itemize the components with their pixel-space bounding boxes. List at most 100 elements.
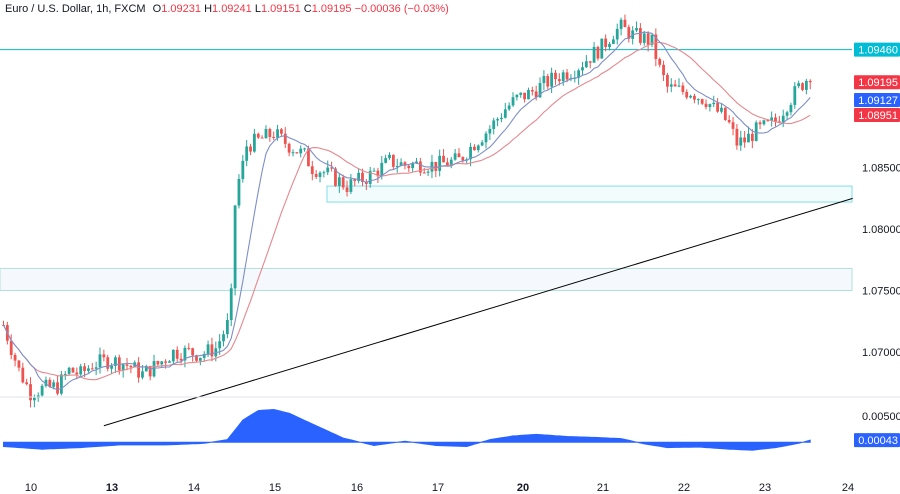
candle-body[interactable]: [361, 172, 364, 182]
price-axis-tick-label[interactable]: 1.08000: [862, 224, 900, 236]
candle-body[interactable]: [557, 79, 561, 82]
candle-body[interactable]: [708, 104, 712, 108]
candle-body[interactable]: [561, 72, 565, 82]
candle-body[interactable]: [801, 83, 804, 90]
candle-body[interactable]: [530, 90, 534, 92]
candle-body[interactable]: [619, 19, 623, 29]
candle-body[interactable]: [241, 160, 245, 179]
candle-body[interactable]: [148, 365, 152, 377]
candle-body[interactable]: [426, 171, 430, 173]
candle-body[interactable]: [604, 38, 608, 47]
candle-body[interactable]: [98, 354, 102, 368]
candle-body[interactable]: [712, 102, 716, 105]
candle-body[interactable]: [546, 76, 550, 87]
candle-body[interactable]: [326, 167, 330, 173]
candle-body[interactable]: [210, 344, 214, 357]
candle-body[interactable]: [52, 382, 56, 387]
candle-body[interactable]: [449, 159, 453, 166]
candle-body[interactable]: [79, 366, 83, 375]
axes-layer[interactable]: 1.08500 1.08000 1.07500 1.07000 0.00500 10 13 1…: [25, 163, 900, 494]
candle-body[interactable]: [388, 154, 391, 159]
candle-body[interactable]: [666, 75, 669, 87]
candle-body[interactable]: [191, 348, 195, 356]
candle-body[interactable]: [646, 33, 650, 45]
candle-body[interactable]: [496, 119, 499, 121]
time-axis-label[interactable]: 13: [106, 482, 118, 494]
candle-body[interactable]: [171, 349, 175, 362]
candle-body[interactable]: [60, 374, 63, 394]
candle-body[interactable]: [40, 385, 44, 396]
candle-body[interactable]: [422, 172, 426, 174]
candle-body[interactable]: [743, 137, 747, 143]
candle-body[interactable]: [592, 46, 596, 63]
candle-body[interactable]: [774, 117, 777, 122]
candle-body[interactable]: [32, 397, 36, 401]
candle-body[interactable]: [484, 133, 488, 143]
candle-body[interactable]: [534, 91, 538, 98]
candle-body[interactable]: [673, 84, 677, 87]
candle-body[interactable]: [307, 148, 310, 167]
candle-body[interactable]: [681, 85, 685, 92]
candle-body[interactable]: [334, 168, 337, 186]
candle-body[interactable]: [662, 64, 665, 76]
candle-body[interactable]: [318, 172, 322, 177]
candle-body[interactable]: [642, 33, 646, 43]
candle-body[interactable]: [650, 34, 654, 45]
candle-body[interactable]: [144, 365, 148, 372]
candle-body[interactable]: [160, 361, 164, 365]
candle-body[interactable]: [276, 129, 279, 138]
candle-body[interactable]: [264, 128, 268, 139]
candle-body[interactable]: [256, 133, 260, 138]
candle-body[interactable]: [696, 99, 700, 101]
candle-body[interactable]: [403, 162, 407, 166]
candle-body[interactable]: [372, 170, 376, 172]
candle-body[interactable]: [797, 83, 801, 87]
candle-body[interactable]: [295, 152, 299, 154]
candle-body[interactable]: [13, 354, 17, 361]
candle-body[interactable]: [654, 34, 658, 59]
candle-body[interactable]: [747, 133, 750, 143]
candle-body[interactable]: [770, 117, 774, 121]
candle-body[interactable]: [245, 146, 249, 161]
candle-body[interactable]: [29, 384, 32, 401]
candle-body[interactable]: [727, 119, 731, 123]
candle-body[interactable]: [349, 179, 353, 192]
candle-body[interactable]: [395, 165, 399, 167]
candle-body[interactable]: [669, 84, 673, 87]
candle-body[interactable]: [418, 161, 422, 173]
candle-body[interactable]: [179, 358, 183, 361]
time-axis-label[interactable]: 15: [269, 482, 281, 494]
time-axis-label[interactable]: 20: [517, 482, 529, 494]
candle-body[interactable]: [658, 58, 662, 65]
candle-body[interactable]: [608, 43, 611, 47]
candle-body[interactable]: [503, 109, 507, 118]
candle-body[interactable]: [677, 85, 681, 87]
candle-body[interactable]: [457, 153, 461, 158]
candle-body[interactable]: [337, 177, 341, 186]
candle-body[interactable]: [465, 159, 469, 161]
time-axis-label[interactable]: 17: [432, 482, 444, 494]
candle-body[interactable]: [137, 362, 140, 378]
candle-body[interactable]: [94, 367, 98, 369]
candle-body[interactable]: [90, 368, 94, 370]
symbol-title[interactable]: Euro / U.S. Dollar, 1h, FXCM: [5, 3, 146, 15]
candle-body[interactable]: [233, 205, 237, 289]
candle-body[interactable]: [156, 361, 160, 365]
candle-body[interactable]: [515, 94, 519, 98]
candle-body[interactable]: [527, 90, 530, 100]
candle-body[interactable]: [754, 122, 758, 141]
candle-body[interactable]: [202, 353, 206, 358]
candle-body[interactable]: [476, 145, 480, 151]
candle-body[interactable]: [584, 61, 588, 68]
candle-body[interactable]: [376, 170, 380, 177]
candle-body[interactable]: [322, 172, 326, 174]
candle-body[interactable]: [615, 28, 619, 40]
candle-body[interactable]: [198, 357, 202, 361]
candle-body[interactable]: [17, 360, 21, 368]
candle-body[interactable]: [723, 107, 727, 120]
candle-body[interactable]: [380, 162, 384, 177]
candle-body[interactable]: [442, 155, 445, 163]
candle-body[interactable]: [353, 179, 357, 181]
candle-body[interactable]: [299, 148, 303, 154]
